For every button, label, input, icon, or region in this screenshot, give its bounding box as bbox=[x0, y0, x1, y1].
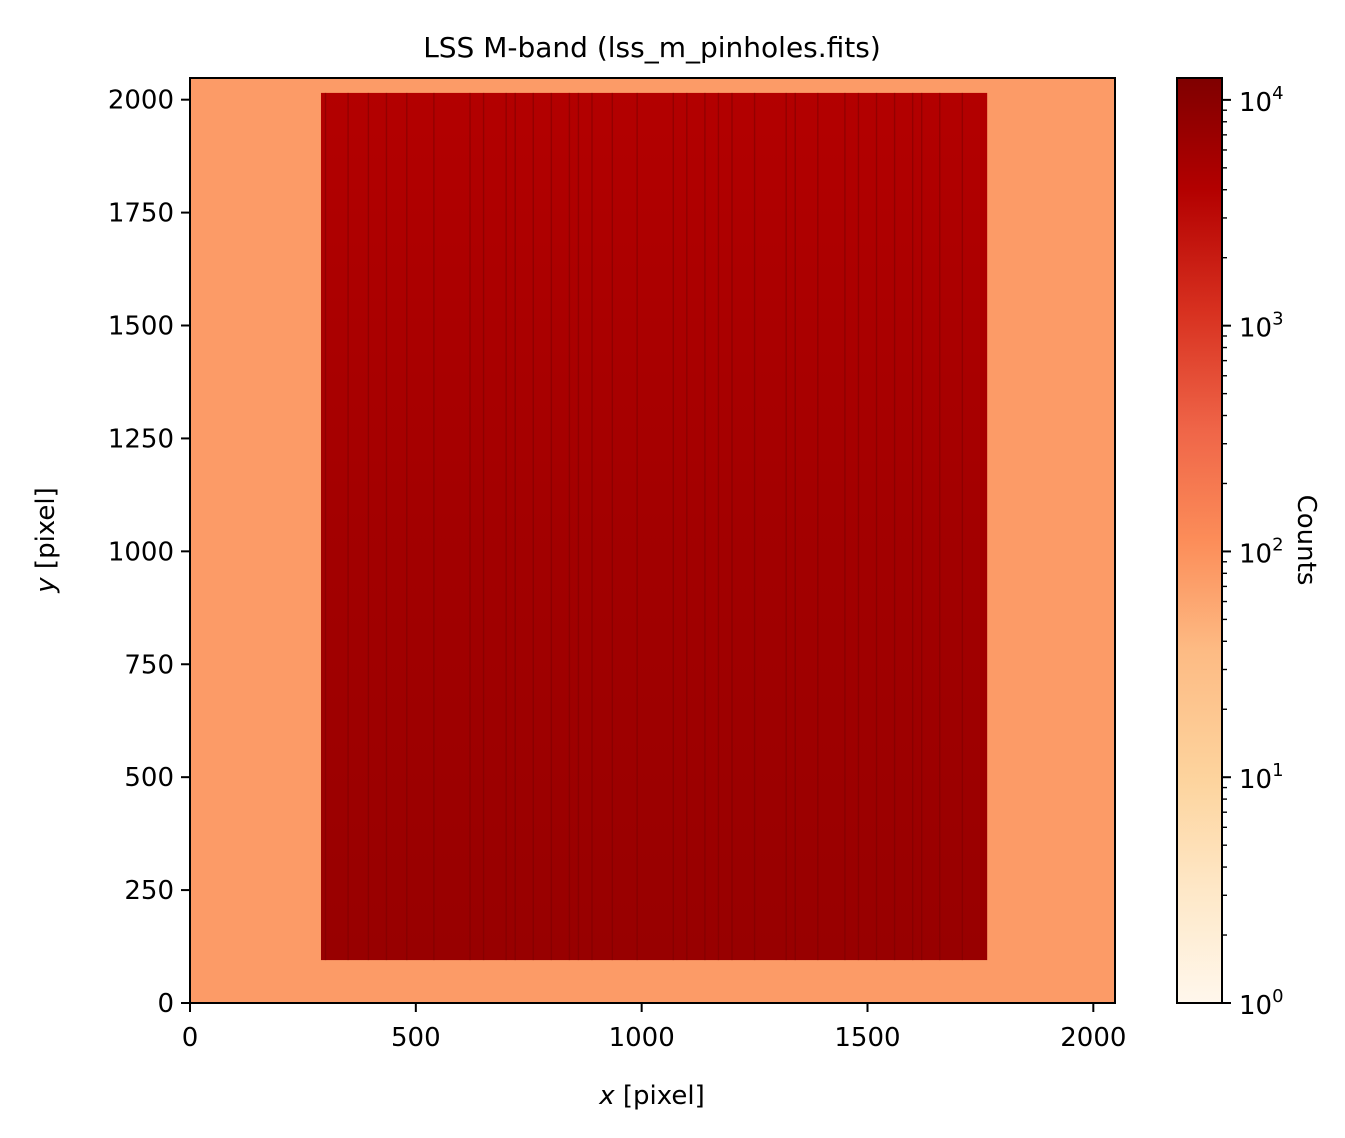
y-tick-label: 750 bbox=[124, 650, 174, 680]
colorbar-tick-label: 100 bbox=[1239, 986, 1284, 1021]
x-axis-label-var: x bbox=[598, 1081, 615, 1111]
x-axis-label: x [pixel] bbox=[598, 1081, 704, 1111]
x-tick-label: 2000 bbox=[1060, 1023, 1126, 1053]
x-tick-label: 1500 bbox=[834, 1023, 900, 1053]
colorbar-tick-label: 103 bbox=[1239, 309, 1284, 344]
y-tick-label: 1250 bbox=[108, 424, 174, 454]
illuminated-region bbox=[320, 92, 988, 961]
colorbar-tick-label: 101 bbox=[1239, 760, 1284, 795]
y-axis-label-var: y bbox=[31, 577, 61, 594]
x-tick-label: 1000 bbox=[609, 1023, 675, 1053]
y-tick-label: 1000 bbox=[108, 537, 174, 567]
y-axis: 0 250 500 750 1000 1250 1500 1750 2000 bbox=[108, 86, 190, 1019]
colorbar: 100 101 102 103 104 Counts bbox=[1176, 77, 1321, 1021]
y-tick-label: 1500 bbox=[108, 312, 174, 342]
colorbar-ticks: 100 101 102 103 104 bbox=[1222, 83, 1284, 1021]
plot-area bbox=[189, 77, 1116, 1004]
plot-frame bbox=[189, 77, 1116, 1004]
y-tick-label: 250 bbox=[124, 876, 174, 906]
y-tick-label: 0 bbox=[157, 989, 174, 1019]
x-tick-label: 500 bbox=[391, 1023, 441, 1053]
colorbar-gradient bbox=[1176, 77, 1223, 1004]
colorbar-label: Counts bbox=[1291, 495, 1321, 586]
y-axis-label: y [pixel] bbox=[31, 487, 61, 593]
x-tick-label: 0 bbox=[182, 1023, 199, 1053]
y-tick-label: 2000 bbox=[108, 86, 174, 116]
x-axis-label-unit: [pixel] bbox=[615, 1081, 705, 1111]
slit-lines bbox=[324, 92, 964, 961]
y-tick-label: 500 bbox=[124, 763, 174, 793]
x-axis: 0 500 1000 1500 2000 bbox=[182, 1003, 1126, 1053]
colorbar-tick-label: 102 bbox=[1239, 534, 1284, 569]
chart-title: LSS M-band (lss_m_pinholes.fits) bbox=[423, 31, 881, 64]
y-tick-label: 1750 bbox=[108, 199, 174, 229]
y-axis-label-unit: [pixel] bbox=[31, 487, 61, 577]
colorbar-tick-label: 104 bbox=[1239, 83, 1284, 118]
